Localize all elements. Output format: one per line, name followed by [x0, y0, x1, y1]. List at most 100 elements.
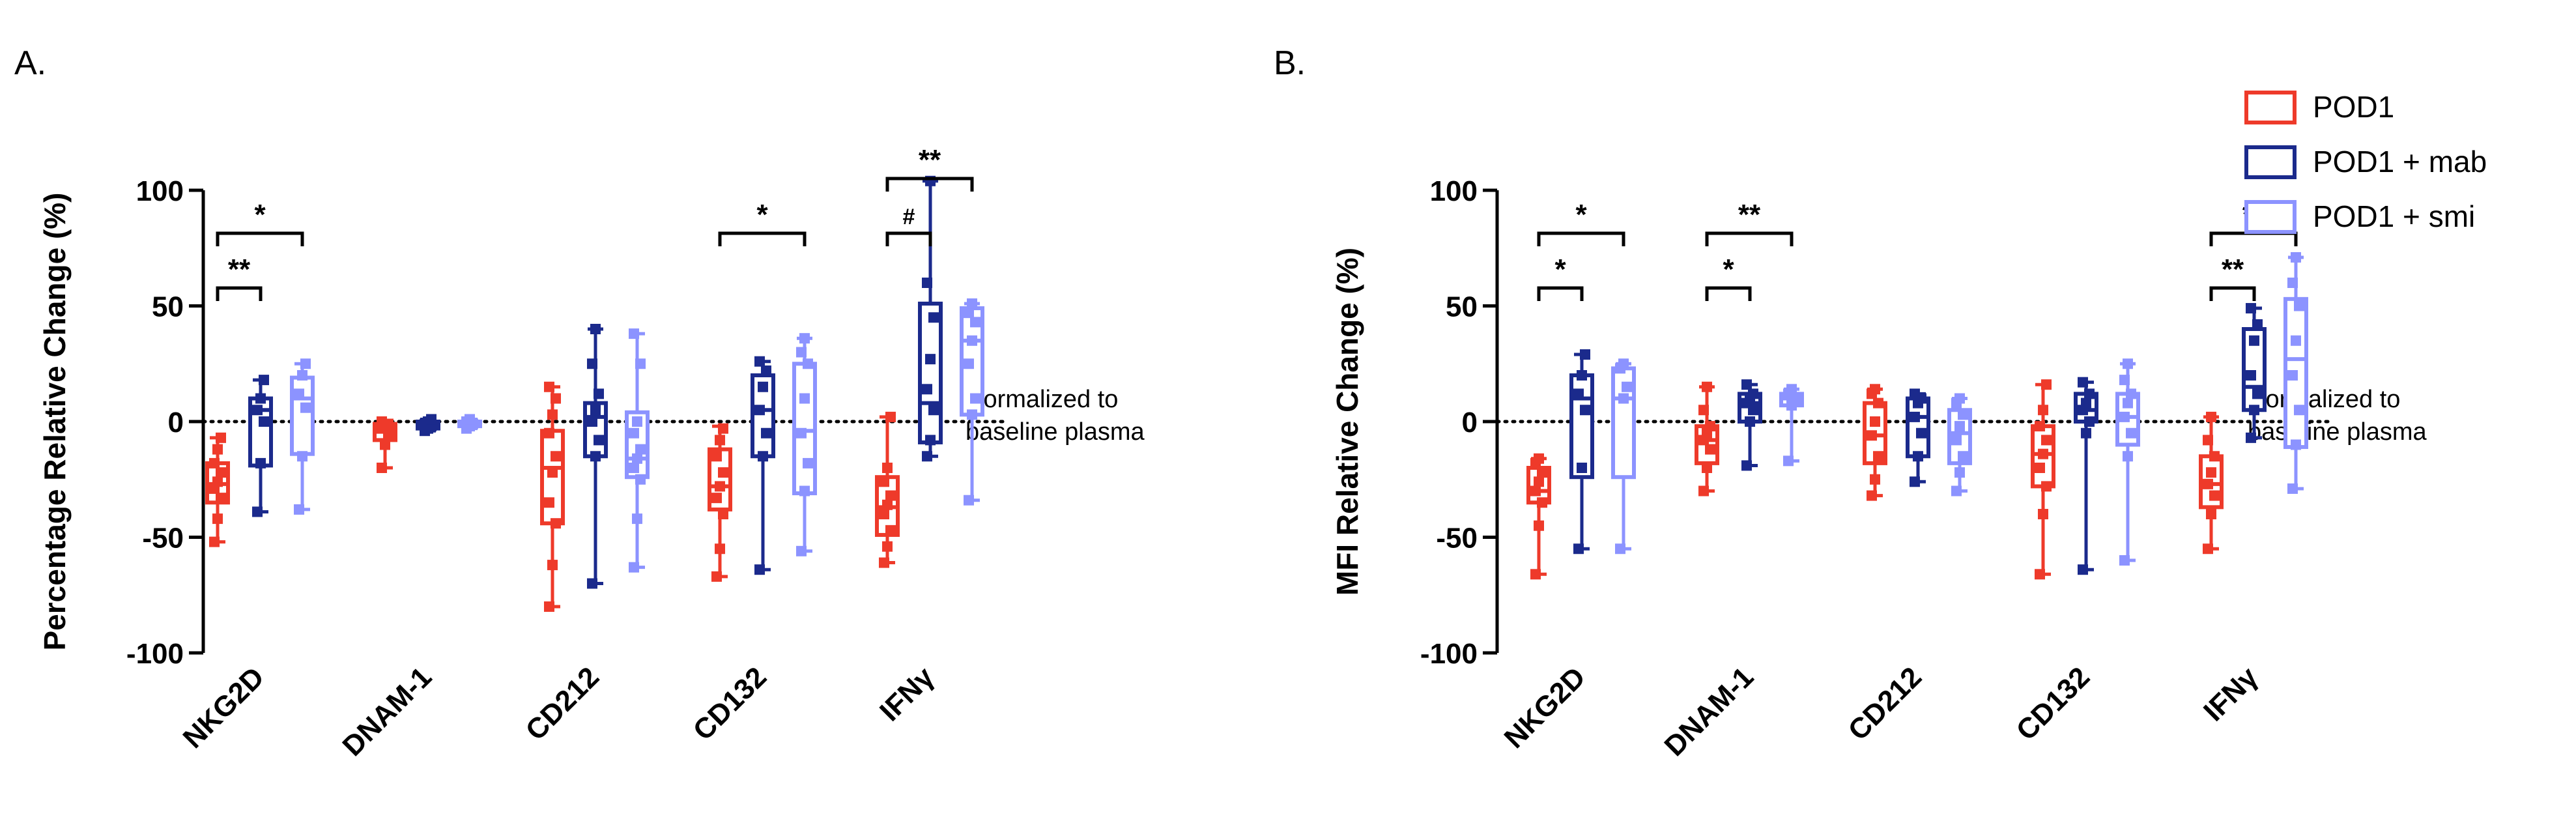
box-mab-3	[751, 356, 775, 575]
data-point	[544, 497, 554, 508]
data-point	[718, 509, 728, 519]
data-point	[1954, 393, 1965, 404]
data-point	[635, 444, 646, 455]
reference-note: baseline plasma	[2248, 418, 2427, 446]
data-point	[544, 427, 554, 439]
data-point	[300, 358, 311, 369]
data-point	[1951, 435, 1962, 446]
data-point	[718, 423, 728, 434]
data-point	[796, 427, 807, 439]
data-point	[1958, 409, 1968, 420]
data-point	[2246, 432, 2256, 443]
data-point	[635, 474, 646, 485]
data-point	[882, 499, 893, 510]
significance-bracket: *	[1537, 253, 1584, 301]
x-category-label: CD132	[2011, 661, 2096, 746]
significance-bracket: *	[216, 199, 304, 246]
data-point	[587, 578, 597, 589]
data-point	[964, 495, 974, 506]
data-point	[1537, 467, 1547, 478]
data-point	[212, 444, 223, 455]
data-point	[1958, 451, 1968, 462]
data-point	[758, 451, 768, 462]
data-point	[2291, 439, 2301, 450]
data-point	[590, 324, 601, 334]
box-smi-1	[1779, 384, 1804, 467]
data-point	[1534, 520, 1544, 531]
data-point	[1622, 381, 1632, 392]
significance-bracket: *	[1537, 199, 1625, 246]
data-point	[1867, 490, 1877, 501]
data-point	[632, 513, 642, 525]
data-point	[1748, 388, 1758, 399]
box-smi-1	[457, 414, 482, 434]
data-point	[754, 356, 765, 367]
data-point	[2291, 252, 2301, 263]
data-point	[2119, 375, 2130, 386]
box-pod1-4	[875, 411, 900, 568]
significance-bracket: #	[885, 205, 932, 246]
data-point	[711, 451, 722, 462]
data-point	[928, 312, 939, 323]
significance-bracket: **	[1705, 199, 1794, 246]
data-point	[297, 370, 308, 381]
data-point	[1870, 474, 1880, 485]
box-smi-0	[290, 358, 315, 515]
box-smi-0	[1611, 358, 1636, 555]
data-point	[259, 375, 269, 386]
data-point	[754, 405, 765, 416]
data-point	[922, 278, 932, 288]
legend-label-mab: POD1 + mab	[2313, 145, 2487, 179]
data-point	[967, 409, 977, 420]
data-point	[1698, 405, 1709, 416]
data-point	[300, 402, 311, 413]
data-point	[2206, 411, 2216, 422]
data-point	[590, 451, 601, 462]
data-point	[758, 381, 768, 392]
y-tick-label: 50	[152, 291, 184, 323]
data-point	[803, 457, 813, 468]
y-tick-label: 0	[168, 407, 184, 439]
significance-label: **	[919, 144, 941, 176]
data-point	[2084, 388, 2095, 399]
data-point	[2287, 483, 2298, 494]
data-point	[715, 435, 725, 446]
legend-swatch-pod1	[2244, 91, 2297, 124]
box-pod1-1	[373, 416, 397, 473]
bracket-line	[718, 231, 807, 246]
data-point	[2246, 303, 2256, 314]
significance-bracket: **	[2209, 253, 2256, 301]
data-point	[252, 506, 263, 517]
y-tick-label: 0	[1462, 407, 1478, 439]
significance-label: *	[1723, 253, 1734, 285]
data-point	[2209, 451, 2220, 462]
data-point	[2252, 388, 2263, 399]
y-tick-label: 50	[1446, 291, 1478, 323]
data-point	[882, 541, 893, 552]
box-pod1-0	[205, 432, 230, 547]
data-point	[2203, 543, 2213, 555]
data-point	[2246, 370, 2256, 381]
data-point	[2038, 509, 2048, 519]
significance-bracket: *	[718, 199, 807, 246]
significance-label: *	[254, 199, 266, 231]
data-point	[2035, 569, 2045, 580]
data-point	[1615, 543, 1625, 555]
data-point	[629, 463, 639, 473]
data-point	[879, 509, 889, 519]
data-point	[922, 451, 932, 462]
box-mab-4	[2242, 303, 2267, 443]
y-tick-label: 100	[136, 175, 184, 207]
data-point	[1618, 393, 1629, 404]
data-point	[2041, 435, 2052, 446]
box-mab-1	[1738, 379, 1762, 471]
data-point	[1954, 467, 1965, 478]
data-point	[799, 393, 810, 404]
data-point	[2287, 278, 2298, 288]
data-point	[885, 411, 896, 422]
data-point	[799, 485, 810, 497]
legend-swatch-smi	[2244, 200, 2297, 234]
data-point	[882, 463, 893, 473]
data-point	[1534, 476, 1544, 487]
data-point	[754, 564, 765, 575]
